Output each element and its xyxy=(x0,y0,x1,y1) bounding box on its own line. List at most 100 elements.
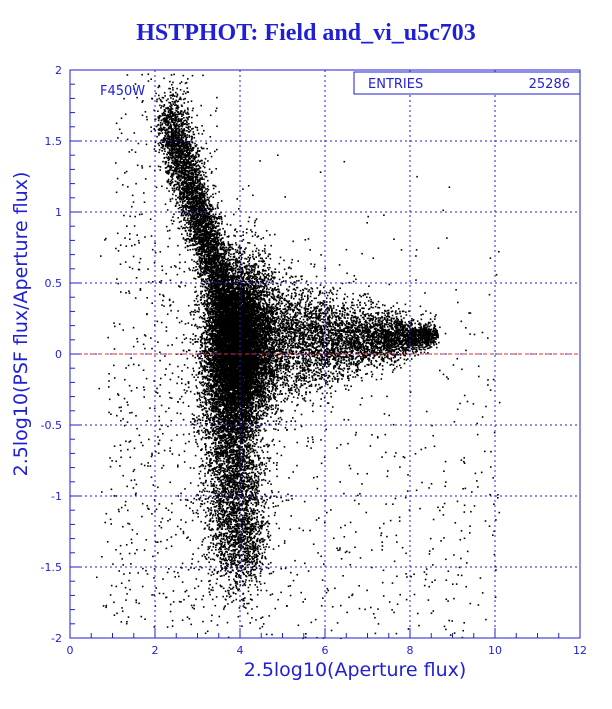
data-point xyxy=(185,120,188,122)
data-point xyxy=(222,265,225,267)
data-point xyxy=(199,275,202,278)
data-point xyxy=(176,138,179,140)
data-point xyxy=(165,137,168,139)
data-point xyxy=(214,249,216,252)
data-point xyxy=(168,182,171,185)
data-point xyxy=(187,227,189,229)
data-point xyxy=(183,128,185,130)
data-point xyxy=(181,123,184,125)
data-point xyxy=(191,141,194,144)
data-point xyxy=(167,120,169,122)
data-point xyxy=(215,284,218,287)
data-point xyxy=(153,148,156,150)
data-point xyxy=(184,167,187,169)
data-point xyxy=(162,97,165,99)
data-point xyxy=(195,145,197,148)
data-point xyxy=(189,172,192,175)
data-point xyxy=(204,264,206,267)
data-point xyxy=(174,114,176,117)
data-point xyxy=(156,100,158,103)
data-point xyxy=(191,172,194,174)
data-point xyxy=(206,216,208,219)
data-point xyxy=(210,155,213,158)
data-point xyxy=(177,196,179,199)
data-point xyxy=(221,223,223,225)
data-point xyxy=(198,214,200,216)
data-point xyxy=(179,161,182,163)
data-point xyxy=(208,196,211,199)
data-point xyxy=(178,221,181,223)
data-point xyxy=(188,190,191,193)
data-point xyxy=(173,191,175,193)
data-point xyxy=(199,193,202,196)
data-point xyxy=(163,77,165,80)
data-point xyxy=(192,174,195,177)
data-point xyxy=(204,270,206,273)
data-point xyxy=(207,249,210,251)
data-point xyxy=(198,172,201,174)
data-point xyxy=(170,167,173,170)
data-point xyxy=(204,225,207,228)
data-point xyxy=(171,112,174,115)
data-point xyxy=(222,310,225,312)
data-point xyxy=(196,190,199,193)
data-point xyxy=(202,272,205,275)
data-point xyxy=(172,155,175,157)
data-point xyxy=(202,218,205,221)
data-point xyxy=(175,166,178,168)
data-point xyxy=(220,215,222,218)
data-point xyxy=(176,93,179,95)
data-point xyxy=(187,162,189,164)
data-point xyxy=(170,173,173,175)
data-point xyxy=(190,173,193,176)
data-point xyxy=(197,181,199,183)
data-point xyxy=(181,170,183,173)
data-point xyxy=(183,177,185,179)
data-point xyxy=(198,199,200,201)
data-point xyxy=(181,158,184,160)
data-point xyxy=(170,124,172,127)
data-point xyxy=(192,183,195,186)
data-point xyxy=(182,185,185,187)
data-point xyxy=(232,273,235,276)
data-point xyxy=(196,203,199,205)
data-point xyxy=(195,162,197,164)
data-point xyxy=(209,242,211,244)
data-point xyxy=(201,133,204,135)
data-point xyxy=(192,153,194,156)
data-point xyxy=(187,113,190,115)
data-point xyxy=(221,248,224,251)
data-point xyxy=(167,129,169,131)
data-point xyxy=(192,205,195,207)
data-point xyxy=(160,127,163,130)
data-point xyxy=(204,259,206,261)
data-point xyxy=(179,179,182,182)
data-point xyxy=(175,91,177,94)
data-point xyxy=(207,248,209,250)
data-point xyxy=(199,274,202,276)
data-point xyxy=(193,234,195,236)
data-point xyxy=(219,260,222,263)
data-point xyxy=(203,182,206,184)
data-point xyxy=(174,168,177,170)
data-point xyxy=(232,258,234,261)
data-point xyxy=(184,261,186,263)
data-point xyxy=(207,207,209,210)
data-point xyxy=(200,236,203,238)
data-point xyxy=(186,183,188,185)
data-point xyxy=(164,161,166,163)
data-point xyxy=(185,81,188,84)
data-point xyxy=(163,153,165,155)
data-point xyxy=(168,137,171,139)
data-point xyxy=(219,228,221,231)
data-point xyxy=(208,291,210,293)
data-point xyxy=(226,249,229,251)
data-point xyxy=(186,176,189,178)
data-point xyxy=(188,198,191,201)
data-point xyxy=(229,255,232,258)
data-point xyxy=(173,113,175,115)
data-point xyxy=(190,190,192,193)
data-point xyxy=(172,121,175,124)
data-point xyxy=(200,174,202,176)
data-point xyxy=(174,172,177,175)
